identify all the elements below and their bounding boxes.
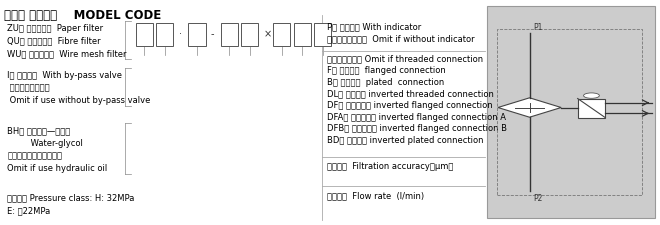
- Text: Omit if use hydraulic oil: Omit if use hydraulic oil: [7, 163, 108, 172]
- Text: 省略：螺纹连接 Omit if threaded connection: 省略：螺纹连接 Omit if threaded connection: [327, 54, 483, 63]
- Text: B： 板式连接  plated  connection: B： 板式连接 plated connection: [327, 77, 444, 86]
- Text: P： 带发讯器 With indicator: P： 带发讯器 With indicator: [327, 22, 421, 31]
- Text: 省略：不带旁通阀: 省略：不带旁通阀: [7, 83, 50, 92]
- Bar: [136, 24, 153, 47]
- Text: ×: ×: [263, 29, 272, 39]
- Text: QU： 化纤过滤器  Fibre filter: QU： 化纤过滤器 Fibre filter: [7, 36, 101, 45]
- Text: ZU： 纸质过滤器  Paper filter: ZU： 纸质过滤器 Paper filter: [7, 24, 104, 33]
- Bar: [314, 24, 331, 47]
- Text: -: -: [211, 29, 214, 39]
- Text: 省略：介质为一般液压油: 省略：介质为一般液压油: [7, 151, 62, 160]
- Text: ·: ·: [178, 29, 182, 39]
- Text: I： 带旁通阀  With by-pass valve: I： 带旁通阀 With by-pass valve: [7, 71, 122, 80]
- Polygon shape: [498, 98, 561, 118]
- Text: DF： 倒装法兰式 inverted flanged connection: DF： 倒装法兰式 inverted flanged connection: [327, 100, 492, 109]
- Text: Water-glycol: Water-glycol: [7, 138, 83, 147]
- Text: 过滤精度  Filtration accuracy（μm）: 过滤精度 Filtration accuracy（μm）: [327, 162, 453, 171]
- Bar: [294, 24, 311, 47]
- Bar: [578, 99, 605, 118]
- Bar: [273, 24, 290, 47]
- Text: 公称压力 Pressure class: H: 32MPa: 公称压力 Pressure class: H: 32MPa: [7, 193, 135, 202]
- Text: DFB： 倒装法兰式 inverted flanged connection B: DFB： 倒装法兰式 inverted flanged connection B: [327, 124, 507, 133]
- Text: DFA： 倒装法兰式 inverted flanged connection A: DFA： 倒装法兰式 inverted flanged connection A: [327, 112, 506, 121]
- Text: DL： 倒装管式 inverted threaded connection: DL： 倒装管式 inverted threaded connection: [327, 89, 494, 98]
- Bar: [220, 24, 238, 47]
- Text: BD： 倒装板式 inverted plated connection: BD： 倒装板式 inverted plated connection: [327, 135, 483, 144]
- Text: （二） 型号说明    MODEL CODE: （二） 型号说明 MODEL CODE: [4, 9, 161, 21]
- Bar: [486, 7, 655, 218]
- Bar: [156, 24, 174, 47]
- Text: Omit if use without by-pass valve: Omit if use without by-pass valve: [7, 96, 150, 105]
- Circle shape: [583, 94, 599, 99]
- Text: P2: P2: [533, 193, 543, 202]
- Bar: [188, 24, 205, 47]
- Text: WU： 网式过滤器  Wire mesh filter: WU： 网式过滤器 Wire mesh filter: [7, 49, 127, 58]
- Text: 省略：不带发讯器  Omit if without indicator: 省略：不带发讯器 Omit if without indicator: [327, 35, 475, 44]
- Text: 公称流量  Flow rate  (l/min): 公称流量 Flow rate (l/min): [327, 191, 424, 200]
- Text: F： 法兰连接  flanged connection: F： 法兰连接 flanged connection: [327, 65, 446, 74]
- Text: P1: P1: [533, 23, 543, 32]
- Text: BH： 介质为水—乙二醇: BH： 介质为水—乙二醇: [7, 126, 71, 135]
- Bar: [496, 30, 642, 195]
- Text: E: ＜22MPa: E: ＜22MPa: [7, 205, 51, 214]
- Bar: [241, 24, 258, 47]
